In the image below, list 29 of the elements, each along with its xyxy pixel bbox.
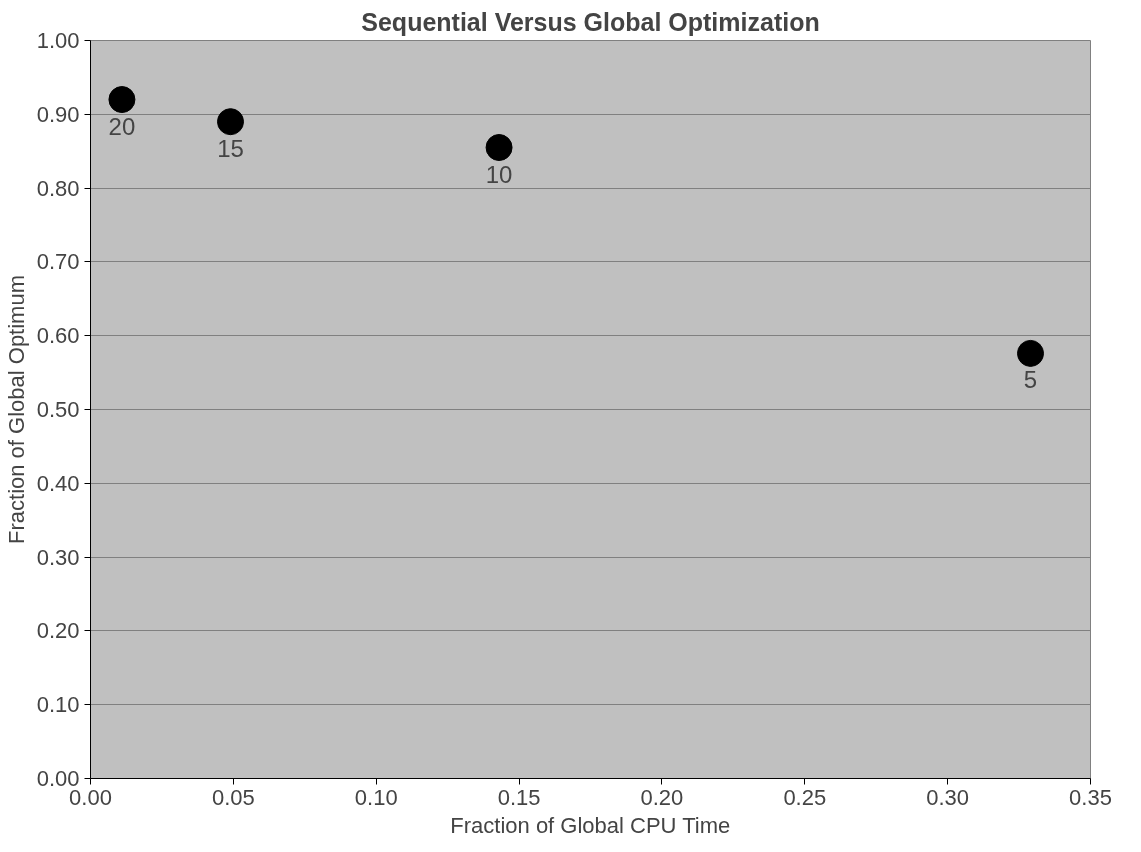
y-tick-label: 0.20 [36,618,80,644]
chart-title: Sequential Versus Global Optimization [361,7,820,36]
y-tick-label: 0.40 [36,470,80,496]
annotation: 15 [217,134,244,162]
y-tick-label: 0.80 [36,175,80,201]
x-tick-label: 0.35 [1069,784,1112,810]
x-tick-label: 0.30 [926,784,970,810]
y-tick-label: 0.70 [36,249,80,275]
point [485,134,513,161]
x-tick-label: 0.05 [211,784,255,810]
point [217,108,244,136]
y-axis-title: Fraction of Global Optimum [3,275,29,544]
y-tick-label: 0.30 [36,544,80,570]
annotation: 10 [485,160,513,188]
x-tick-label: 0.15 [497,784,541,810]
y-tick-label: 0.10 [36,692,80,718]
y-tick-label: 0.60 [36,323,80,349]
annotation: 20 [108,112,136,140]
x-tick-label: 0.10 [354,784,398,810]
point [108,86,136,114]
x-tick-label: 0.25 [783,784,827,810]
x-axis-title: Fraction of Global CPU Time [450,812,731,838]
y-tick-label: 0.50 [36,397,80,422]
x-tick-label: 0.20 [640,784,684,810]
y-tick-label: 0.90 [36,101,80,127]
y-tick-label: 0.00 [36,766,80,791]
y-tick-label: 1.00 [36,28,80,53]
point [1017,339,1044,367]
annotation: 5 [1023,366,1038,394]
